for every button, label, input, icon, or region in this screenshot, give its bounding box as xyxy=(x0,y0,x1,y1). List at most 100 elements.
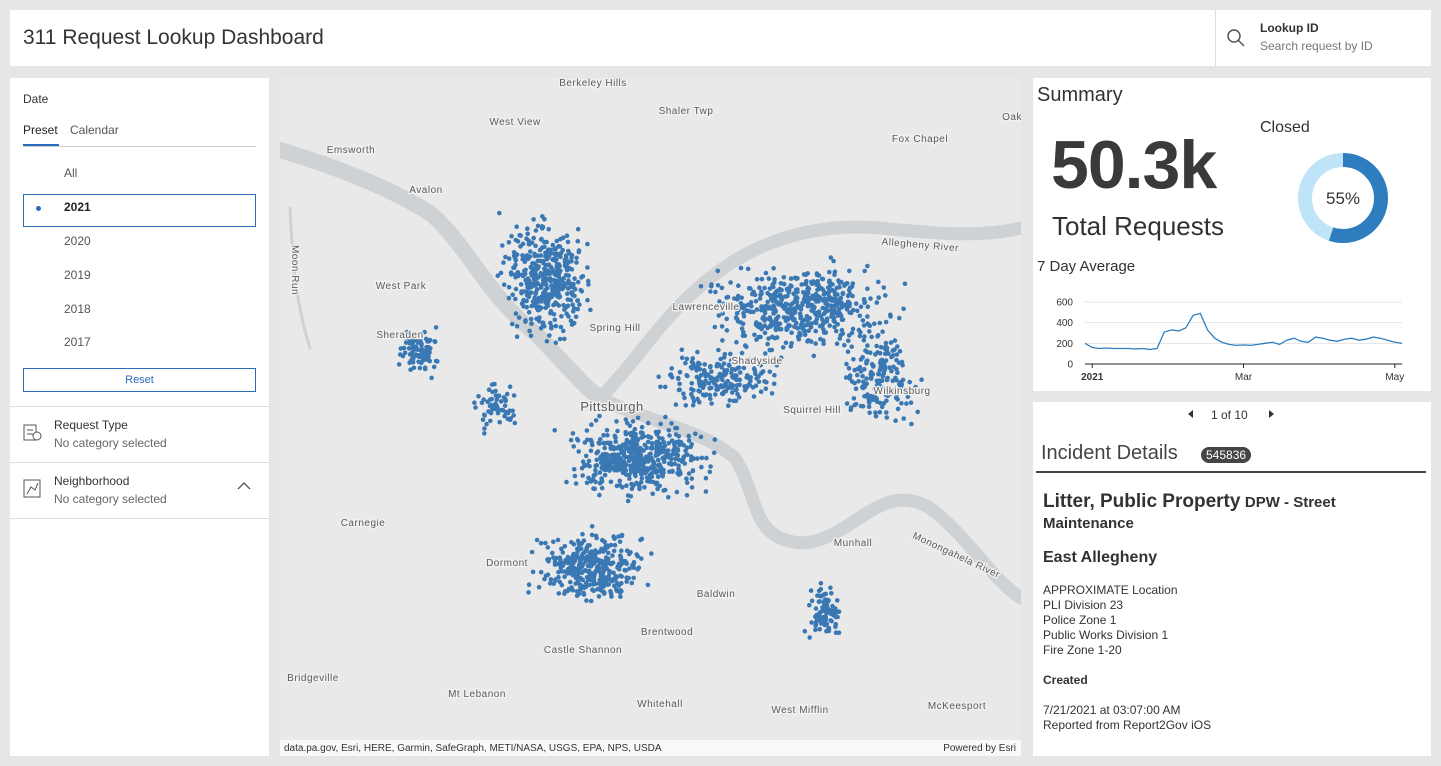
request-point xyxy=(586,475,591,481)
neighborhood-label[interactable]: Neighborhood xyxy=(54,474,130,488)
request-point xyxy=(637,449,643,455)
request-point xyxy=(422,349,428,355)
request-point xyxy=(558,250,564,256)
request-point xyxy=(571,542,577,547)
request-point xyxy=(806,328,811,333)
request-point xyxy=(536,584,542,590)
search-icon[interactable] xyxy=(1226,28,1246,48)
date-tab[interactable]: Preset xyxy=(23,123,58,137)
prev-button[interactable] xyxy=(1185,408,1195,420)
map[interactable]: Berkeley Hills West View Shaler Twp Fox Cha… xyxy=(280,78,1021,756)
request-point xyxy=(541,296,546,301)
request-point xyxy=(807,635,812,640)
request-point xyxy=(631,436,636,442)
request-point xyxy=(733,398,739,404)
request-point xyxy=(801,290,806,295)
request-point xyxy=(619,450,624,456)
request-point xyxy=(857,313,863,319)
date-option[interactable]: 2021 xyxy=(64,200,91,214)
date-option[interactable]: 2019 xyxy=(64,268,91,282)
request-point xyxy=(614,483,620,489)
request-point xyxy=(565,239,571,245)
request-point xyxy=(682,461,688,466)
request-point xyxy=(814,271,820,276)
request-point xyxy=(783,340,789,346)
request-point xyxy=(669,421,674,426)
reset-button[interactable]: Reset xyxy=(23,368,256,392)
detail-line: APPROXIMATE Location xyxy=(1043,583,1178,597)
request-point xyxy=(818,586,824,592)
map-label: Berkeley Hills xyxy=(559,78,627,89)
date-option[interactable]: All xyxy=(64,166,78,180)
request-point xyxy=(866,404,872,410)
request-point xyxy=(417,365,423,371)
request-point xyxy=(879,404,885,410)
request-point xyxy=(754,307,760,312)
request-point xyxy=(905,394,911,400)
request-point xyxy=(840,317,846,322)
request-point xyxy=(849,344,854,350)
request-point xyxy=(639,556,644,561)
request-point xyxy=(754,277,760,282)
date-tab[interactable]: Calendar xyxy=(70,123,119,137)
request-point xyxy=(690,468,696,474)
request-point xyxy=(639,476,645,481)
request-point xyxy=(642,471,647,476)
request-point xyxy=(632,426,638,432)
request-point xyxy=(523,319,528,324)
request-point xyxy=(781,281,787,287)
request-point xyxy=(750,385,756,390)
request-point xyxy=(591,573,596,579)
request-point xyxy=(575,239,581,244)
request-point xyxy=(676,463,681,469)
date-option[interactable]: 2020 xyxy=(64,234,91,248)
request-point xyxy=(531,261,537,266)
request-point xyxy=(680,457,686,463)
request-point xyxy=(563,253,569,258)
next-button[interactable] xyxy=(1267,408,1277,420)
request-point xyxy=(733,387,738,393)
request-point xyxy=(898,387,903,393)
request-point xyxy=(828,618,833,623)
request-point xyxy=(564,233,570,238)
request-point xyxy=(726,363,732,368)
request-point xyxy=(600,461,606,466)
incident-heading: Litter, Public Property DPW - Street Mai… xyxy=(1043,491,1403,534)
request-point xyxy=(498,399,504,404)
request-point xyxy=(609,594,614,599)
request-point xyxy=(881,285,887,290)
date-option[interactable]: 2018 xyxy=(64,302,91,316)
request-point xyxy=(674,439,679,445)
request-point xyxy=(689,485,695,490)
request-type-label[interactable]: Request Type xyxy=(54,418,128,432)
request-point xyxy=(798,314,803,319)
date-option[interactable]: 2017 xyxy=(64,335,91,349)
map-label: Mt Lebanon xyxy=(448,689,506,700)
request-point xyxy=(611,577,616,582)
request-point xyxy=(868,296,873,301)
request-point xyxy=(746,357,752,363)
request-point xyxy=(559,314,564,319)
request-point xyxy=(647,466,653,471)
request-point xyxy=(535,275,540,281)
lookup-input[interactable]: Search request by ID xyxy=(1260,39,1373,53)
request-point xyxy=(557,244,563,249)
map-label: Moon Run xyxy=(289,245,300,295)
request-point xyxy=(605,433,610,438)
request-point xyxy=(715,387,721,392)
request-point xyxy=(821,620,826,626)
request-point xyxy=(776,314,781,319)
request-point xyxy=(763,270,769,276)
request-point xyxy=(548,278,553,284)
request-point xyxy=(735,319,741,324)
date-label: Date xyxy=(23,92,49,106)
request-point xyxy=(909,421,914,427)
request-point xyxy=(849,379,855,384)
map-label: Whitehall xyxy=(637,699,683,710)
map-label: Sheraden xyxy=(376,330,423,341)
request-point xyxy=(759,326,764,332)
request-point xyxy=(576,547,582,552)
request-point xyxy=(525,231,530,237)
request-point xyxy=(732,296,737,301)
collapse-chevron[interactable] xyxy=(236,480,252,492)
